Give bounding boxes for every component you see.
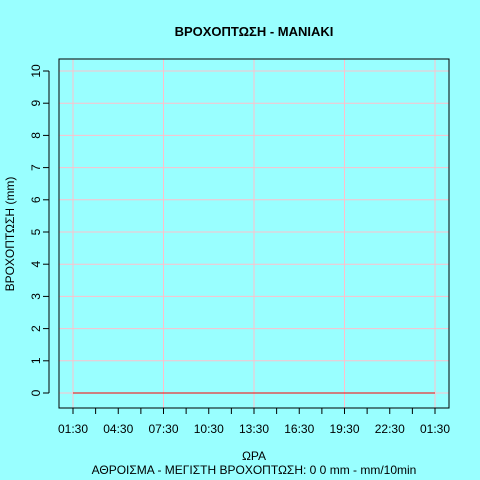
x-tick-label: 04:30 <box>103 422 133 436</box>
x-tick-label: 19:30 <box>329 422 359 436</box>
x-tick-label: 10:30 <box>194 422 224 436</box>
footer-text: ΑΘΡΟΙΣΜΑ - ΜΕΓΙΣΤΗ ΒΡΟΧΟΠΤΩΣΗ: 0 0 mm - … <box>92 463 417 477</box>
x-tick-label: 01:30 <box>420 422 450 436</box>
y-tick-label: 5 <box>29 228 43 235</box>
grid-layer <box>59 59 449 408</box>
x-axis-label: ΩΡΑ <box>242 449 266 463</box>
plot-frame <box>58 58 450 409</box>
y-tick-label: 8 <box>29 132 43 139</box>
y-axis-label: ΒΡΟΧΟΠΤΩΣΗ (mm) <box>3 177 17 292</box>
x-tick-label: 01:30 <box>58 422 88 436</box>
y-tick-label: 1 <box>29 357 43 364</box>
y-tick-label: 4 <box>29 261 43 268</box>
y-tick-label: 7 <box>29 164 43 171</box>
x-tick-label: 07:30 <box>148 422 178 436</box>
y-tick-label: 6 <box>29 196 43 203</box>
x-tick-label: 16:30 <box>284 422 314 436</box>
chart-title: ΒΡΟΧΟΠΤΩΣΗ - ΜΑΝΙΑΚΙ <box>175 24 334 39</box>
y-tick-label: 2 <box>29 325 43 332</box>
y-tick-label: 0 <box>29 389 43 396</box>
y-tick-label: 3 <box>29 293 43 300</box>
y-tick-label: 10 <box>29 64 43 78</box>
y-tick-label: 9 <box>29 100 43 107</box>
x-tick-label: 13:30 <box>239 422 269 436</box>
x-tick-label: 22:30 <box>375 422 405 436</box>
